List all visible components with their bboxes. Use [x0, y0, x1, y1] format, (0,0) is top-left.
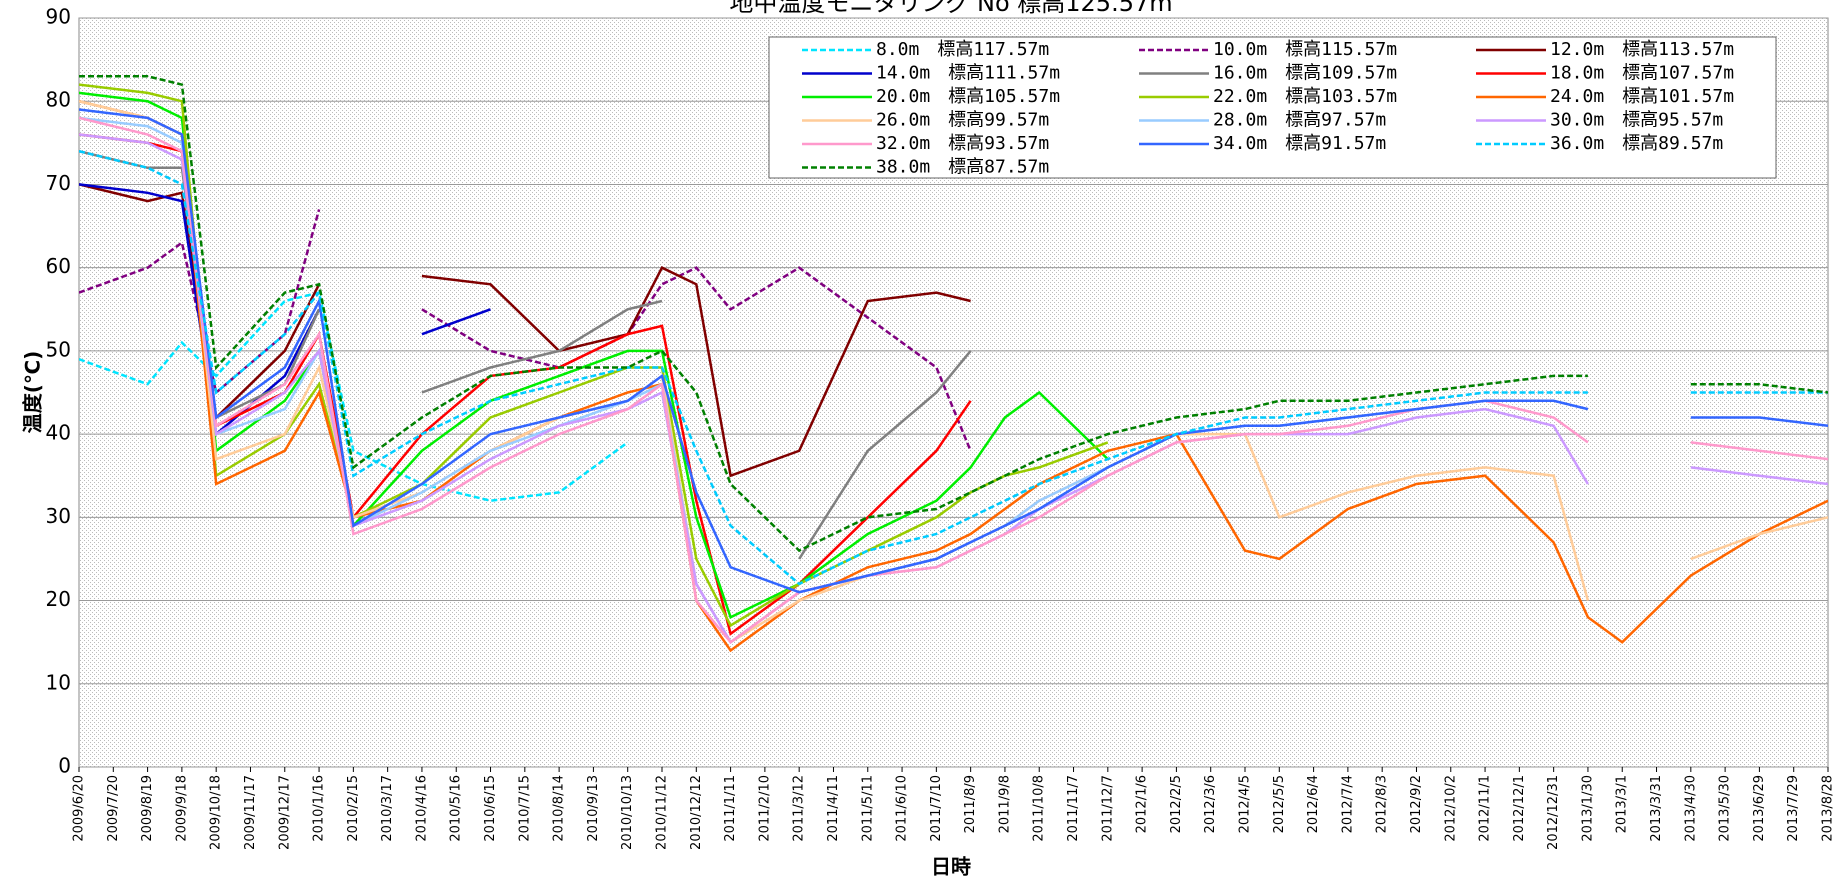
x-tick-label: 2012/5/5	[1272, 775, 1287, 833]
legend-label: 14.0m 標高111.57m	[876, 63, 1060, 84]
legend-label: 12.0m 標高113.57m	[1550, 39, 1734, 60]
series-lines	[79, 75, 1828, 653]
x-tick-label: 2010/11/12	[655, 775, 670, 850]
y-axis-label: 温度(℃)	[21, 351, 45, 434]
series-line	[79, 99, 1828, 653]
legend-label: 24.0m 標高101.57m	[1550, 86, 1734, 107]
legend-label: 32.0m 標高93.57m	[876, 133, 1049, 154]
x-tick-label: 2011/11/7	[1066, 775, 1081, 842]
x-tick-label: 2011/3/12	[792, 775, 807, 842]
x-tick-label: 2009/7/20	[106, 775, 121, 842]
x-tick-label: 2012/11/1	[1478, 775, 1493, 842]
x-tick-label: 2009/12/17	[277, 775, 292, 850]
x-tick-label: 2012/1/6	[1135, 775, 1150, 833]
x-tick-label: 2013/6/29	[1752, 775, 1767, 842]
y-tick-label: 80	[46, 88, 71, 112]
x-tick-label: 2012/6/4	[1306, 775, 1321, 833]
x-tick-label: 2013/3/1	[1615, 775, 1630, 833]
x-tick-label: 2013/5/30	[1718, 775, 1733, 842]
legend-label: 26.0m 標高99.57m	[876, 110, 1049, 131]
x-tick-label: 2009/8/19	[140, 775, 155, 842]
y-tick-label: 0	[58, 754, 71, 778]
x-tick-label: 2009/6/20	[72, 775, 87, 842]
x-tick-label: 2013/7/29	[1786, 775, 1801, 842]
x-tick-label: 2012/12/31	[1546, 775, 1561, 850]
x-tick-label: 2010/10/13	[620, 775, 635, 850]
y-tick-label: 90	[46, 5, 71, 29]
legend-label: 10.0m 標高115.57m	[1213, 39, 1397, 60]
x-tick-label: 2010/8/14	[552, 775, 567, 842]
x-tick-label: 2009/11/17	[243, 775, 258, 850]
x-tick-label: 2011/12/7	[1100, 775, 1115, 842]
x-tick-label: 2009/10/18	[209, 775, 224, 850]
x-tick-label: 2013/3/31	[1649, 775, 1664, 842]
x-tick-label: 2010/5/16	[449, 775, 464, 842]
x-tick-label: 2011/1/11	[723, 775, 738, 842]
x-tick-label: 2010/3/17	[380, 775, 395, 842]
x-tick-label: 2011/5/11	[860, 775, 875, 842]
x-axis-label: 日時	[931, 855, 971, 879]
series-line	[79, 91, 1109, 619]
x-tick-label: 2011/7/10	[929, 775, 944, 842]
legend-label: 36.0m 標高89.57m	[1550, 133, 1723, 154]
x-tick-label: 2013/4/30	[1683, 775, 1698, 842]
legend-label: 34.0m 標高91.57m	[1213, 133, 1386, 154]
x-tick-label: 2011/4/11	[826, 775, 841, 842]
y-tick-label: 20	[46, 587, 71, 611]
x-tick-label: 2011/8/9	[963, 775, 978, 833]
y-tick-label: 10	[46, 670, 71, 694]
legend-label: 38.0m 標高87.57m	[876, 157, 1049, 178]
x-tick-label: 2012/8/3	[1375, 775, 1390, 833]
x-tick-label: 2010/9/13	[586, 775, 601, 842]
x-tick-label: 2013/8/28	[1821, 775, 1836, 842]
x-tick-label: 2010/1/16	[312, 775, 327, 842]
x-tick-label: 2012/12/1	[1512, 775, 1527, 842]
x-tick-label: 2012/2/5	[1169, 775, 1184, 833]
legend: 8.0m 標高117.57m 10.0m 標高115.57m 12.0m 標高113…	[802, 39, 1734, 178]
x-tick-label: 2012/10/2	[1443, 775, 1458, 842]
x-tick-label: 2011/6/10	[895, 775, 910, 842]
x-tick-label: 2013/1/30	[1580, 775, 1595, 842]
x-tick-label: 2010/2/15	[346, 775, 361, 842]
x-tick-label: 2010/12/12	[689, 775, 704, 850]
x-tick-label: 2012/4/5	[1238, 775, 1253, 833]
series-line	[79, 99, 1828, 644]
legend-label: 20.0m 標高105.57m	[876, 86, 1060, 107]
y-tick-label: 60	[46, 254, 71, 278]
legend-label: 22.0m 標高103.57m	[1213, 86, 1397, 107]
x-tick-label: 2011/9/8	[997, 775, 1012, 833]
x-tick-label: 2010/7/15	[517, 775, 532, 842]
series-line	[79, 75, 1828, 553]
x-tick-label: 2010/6/15	[483, 775, 498, 842]
y-tick-label: 30	[46, 504, 71, 528]
x-tick-label: 2012/7/4	[1340, 775, 1355, 833]
legend-label: 28.0m 標高97.57m	[1213, 110, 1386, 131]
legend-box	[768, 36, 1777, 179]
x-tick-label: 2011/10/8	[1032, 775, 1047, 842]
y-tick-label: 70	[46, 171, 71, 195]
x-tick-label: 2012/3/6	[1203, 775, 1218, 833]
x-tick-label: 2011/2/10	[757, 775, 772, 842]
series-line	[79, 149, 1828, 586]
legend-label: 18.0m 標高107.57m	[1550, 63, 1734, 84]
legend-label: 8.0m 標高117.57m	[876, 39, 1049, 60]
chart-title: 地中温度モニタリング No 標高125.57m	[729, 0, 1172, 17]
legend-label: 30.0m 標高95.57m	[1550, 110, 1723, 131]
y-tick-label: 50	[46, 337, 71, 361]
x-tick-label: 2010/4/16	[414, 775, 429, 842]
x-tick-label: 2009/9/18	[174, 775, 189, 842]
legend-label: 16.0m 標高109.57m	[1213, 63, 1397, 84]
x-tick-label: 2012/9/2	[1409, 775, 1424, 833]
series-line	[79, 108, 1828, 594]
y-tick-label: 40	[46, 421, 71, 445]
